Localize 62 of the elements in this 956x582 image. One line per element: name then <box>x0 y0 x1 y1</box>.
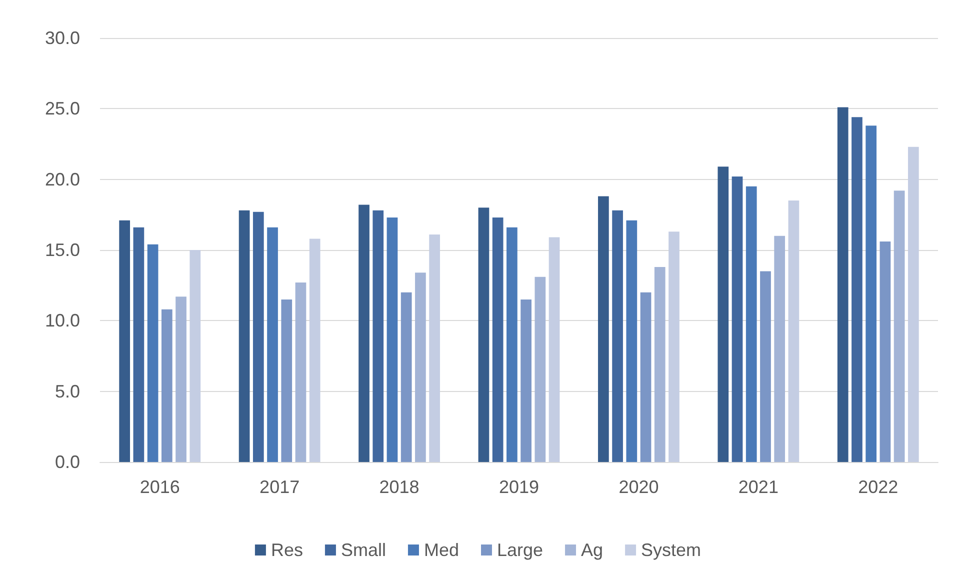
bar <box>626 220 638 462</box>
y-tick-label: 10.0 <box>44 310 80 331</box>
bar <box>640 292 652 462</box>
y-tick-label: 5.0 <box>54 381 80 402</box>
bar <box>190 250 201 462</box>
y-tick-label: 15.0 <box>44 240 80 260</box>
bar <box>548 237 560 462</box>
legend-label: System <box>641 540 702 560</box>
bar <box>492 217 504 462</box>
y-tick-label: 30.0 <box>44 28 80 48</box>
bar <box>133 227 144 462</box>
bar <box>746 186 757 462</box>
bar <box>866 126 877 462</box>
bar <box>429 234 440 462</box>
y-tick-label: 25.0 <box>44 98 80 119</box>
bar <box>267 227 278 462</box>
legend-label: Ag <box>581 540 604 560</box>
bar <box>852 117 862 462</box>
legend-label: Res <box>270 540 303 560</box>
bar <box>147 244 158 462</box>
bar <box>252 212 264 462</box>
bar <box>119 220 130 462</box>
bar <box>478 208 490 462</box>
bar <box>760 271 771 462</box>
bar <box>520 299 532 462</box>
bar <box>176 296 186 462</box>
legend-label: Large <box>496 540 544 560</box>
bar <box>281 299 292 462</box>
bar <box>534 276 546 462</box>
legend-label: Med <box>424 540 459 560</box>
bar <box>654 266 666 462</box>
y-tick-label: 0.0 <box>54 452 80 472</box>
bar <box>415 272 426 462</box>
bar <box>668 232 680 462</box>
legend-label: Small <box>340 540 386 560</box>
bar <box>295 282 306 462</box>
bar <box>732 176 743 462</box>
bar <box>788 200 800 462</box>
bar <box>372 210 384 462</box>
bar <box>400 292 412 462</box>
bar <box>908 146 919 462</box>
x-tick-label: 2017 <box>260 477 300 497</box>
bar <box>161 309 172 462</box>
bar <box>774 236 786 462</box>
x-tick-label: 2022 <box>858 477 898 497</box>
y-tick-label: 20.0 <box>44 169 80 190</box>
bar <box>880 242 891 462</box>
bar <box>238 210 250 462</box>
bar <box>612 210 623 462</box>
x-tick-label: 2021 <box>738 477 778 497</box>
x-tick-label: 2019 <box>498 477 540 497</box>
x-tick-label: 2018 <box>379 477 420 497</box>
bar <box>358 204 370 462</box>
bar <box>506 227 518 462</box>
bar <box>598 196 609 462</box>
x-tick-label: 2016 <box>140 477 180 497</box>
x-tick-label: 2020 <box>618 477 659 497</box>
bar <box>386 217 398 462</box>
bar <box>837 107 848 462</box>
bar <box>718 166 729 462</box>
bar <box>309 238 320 462</box>
bar <box>894 190 905 462</box>
